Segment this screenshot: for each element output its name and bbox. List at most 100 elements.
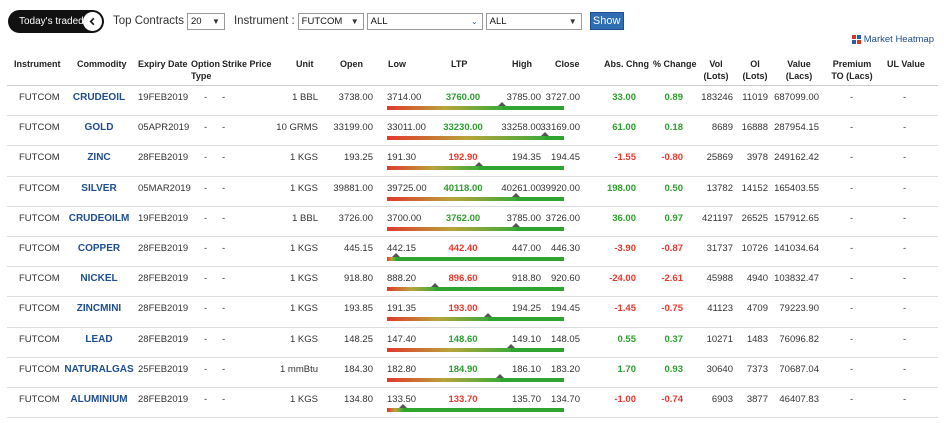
- range-bar-fill: [387, 196, 517, 201]
- commodity-link[interactable]: ALUMINIUM: [70, 393, 128, 405]
- pct-change-cell: -0.87: [661, 242, 683, 254]
- ul-value-cell: -: [903, 393, 907, 405]
- commodity-link[interactable]: NATURALGAS: [64, 363, 134, 375]
- commodity-link[interactable]: COPPER: [77, 242, 121, 254]
- commodity-link[interactable]: SILVER: [81, 182, 117, 194]
- open-cell: 918.80: [343, 273, 373, 285]
- instrument-cell: FUTCOM: [19, 152, 60, 164]
- commodity-link[interactable]: GOLD: [84, 122, 114, 134]
- table-row[interactable]: FUTCOM SILVER 05MAR2019 - - 1 KGS 39881.…: [7, 177, 938, 207]
- volume-cell: 13782: [706, 182, 733, 194]
- expiry-cell: 28FEB2019: [138, 242, 189, 254]
- table-row[interactable]: FUTCOM ZINCMINI 28FEB2019 - - 1 KGS 193.…: [7, 297, 938, 328]
- range-bar-fill: [387, 347, 511, 352]
- open-cell: 193.85: [343, 303, 373, 315]
- close-cell: 39920.00: [540, 182, 580, 194]
- instrument-cell: FUTCOM: [19, 242, 60, 254]
- pct-change-cell: -2.61: [661, 273, 683, 285]
- option-type-cell: -: [204, 212, 208, 224]
- low-cell: 147.40: [387, 333, 417, 345]
- oi-cell: 26525: [741, 212, 768, 224]
- ltp-marker-icon: [475, 162, 484, 167]
- open-cell: 33199.00: [333, 122, 373, 134]
- expiry-cell: 28FEB2019: [138, 393, 189, 405]
- range-bar-rest: [516, 226, 564, 231]
- low-cell: 39725.00: [387, 182, 427, 194]
- range-bar-rest: [395, 256, 564, 261]
- option-type-cell: -: [204, 393, 208, 405]
- ul-value-cell: -: [903, 92, 907, 103]
- premium-cell: -: [850, 122, 854, 134]
- close-cell: 183.20: [550, 363, 580, 375]
- premium-cell: -: [850, 333, 854, 345]
- abs-change-cell: 1.70: [617, 363, 637, 375]
- range-bar: [387, 102, 564, 110]
- col-ltp: LTP: [451, 59, 468, 69]
- ltp-marker-icon: [512, 192, 521, 197]
- strike-cell: -: [222, 333, 226, 345]
- show-button[interactable]: Show: [589, 12, 624, 30]
- ltp-cell: 442.40: [448, 242, 478, 254]
- ltp-marker-icon: [483, 313, 492, 318]
- high-cell: 40261.00: [501, 182, 541, 194]
- unit-cell: 1 KGS: [290, 242, 318, 254]
- value-cell: 76096.82: [779, 333, 819, 345]
- oi-cell: 1483: [746, 333, 768, 345]
- pct-change-cell: 0.50: [664, 182, 684, 194]
- table-row[interactable]: FUTCOM CRUDEOIL 19FEB2019 - - 1 BBL 3738…: [7, 86, 938, 117]
- table-row[interactable]: FUTCOM LEAD 28FEB2019 - - 1 KGS 148.25 1…: [7, 328, 938, 358]
- commodity-link[interactable]: CRUDEOILM: [68, 212, 130, 224]
- commodity-link[interactable]: ZINCMINI: [76, 303, 122, 315]
- pct-change-cell: 0.18: [664, 122, 684, 134]
- table-row[interactable]: FUTCOM GOLD 05APR2019 - - 10 GRMS 33199.…: [7, 116, 938, 147]
- strike-cell: -: [222, 212, 226, 224]
- ltp-marker-icon: [506, 343, 515, 348]
- table-row[interactable]: FUTCOM ALUMINIUM 28FEB2019 - - 1 KGS 134…: [7, 388, 938, 419]
- range-bar-fill: [387, 106, 503, 110]
- table-row[interactable]: FUTCOM CRUDEOILM 19FEB2019 - - 1 BBL 372…: [7, 207, 938, 237]
- col-strike: Strike Price: [222, 59, 272, 69]
- table-row[interactable]: FUTCOM COPPER 28FEB2019 - - 1 KGS 445.15…: [7, 237, 938, 268]
- expiry-select[interactable]: ALL ▼: [485, 12, 582, 30]
- close-cell: 3727.00: [545, 92, 580, 103]
- market-heatmap-link[interactable]: Market Heatmap: [851, 34, 934, 45]
- pct-change-cell: 0.93: [664, 363, 684, 375]
- commodity-link[interactable]: ZINC: [87, 152, 111, 164]
- pct-change-cell: -0.75: [661, 303, 683, 315]
- unit-cell: 1 KGS: [290, 393, 318, 405]
- col-instrument: Instrument: [14, 59, 61, 69]
- table-row[interactable]: FUTCOM NATURALGAS 25FEB2019 - - 1 mmBtu …: [7, 358, 938, 388]
- high-cell: 33258.00: [501, 122, 541, 134]
- ul-value-cell: -: [903, 122, 907, 134]
- ltp-marker-icon: [512, 222, 521, 227]
- heatmap-icon: [851, 35, 861, 44]
- col-vol: Vol (Lots): [703, 59, 729, 81]
- chevron-left-icon[interactable]: [83, 11, 102, 31]
- range-bar-rest: [479, 166, 564, 171]
- range-bar-rest: [500, 377, 564, 382]
- option-type-cell: -: [204, 182, 208, 194]
- expiry-cell: 28FEB2019: [138, 333, 189, 345]
- option-type-cell: -: [204, 363, 208, 375]
- todays-traded-toggle[interactable]: Today's traded: [8, 9, 104, 33]
- value-cell: 70687.04: [779, 363, 819, 375]
- top-contracts-select[interactable]: 20 ▼: [186, 12, 225, 30]
- commodity-link[interactable]: CRUDEOIL: [72, 92, 126, 103]
- low-cell: 442.15: [387, 242, 417, 254]
- pct-change-cell: 0.97: [664, 212, 684, 224]
- close-cell: 446.30: [550, 242, 580, 254]
- strike-cell: -: [222, 363, 226, 375]
- unit-cell: 1 BBL: [292, 212, 318, 224]
- oi-cell: 14152: [741, 182, 768, 194]
- unit-cell: 1 KGS: [290, 273, 318, 285]
- instrument-select[interactable]: FUTCOM ▼: [297, 12, 364, 30]
- ltp-cell: 192.90: [448, 152, 478, 164]
- close-cell: 148.05: [550, 333, 580, 345]
- range-bar-fill: [387, 226, 517, 231]
- strike-cell: -: [222, 242, 226, 254]
- table-row[interactable]: FUTCOM NICKEL 28FEB2019 - - 1 KGS 918.80…: [7, 267, 938, 298]
- commodity-select[interactable]: ALL ⌄: [366, 12, 483, 30]
- commodity-link[interactable]: LEAD: [85, 333, 113, 345]
- commodity-link[interactable]: NICKEL: [80, 273, 118, 285]
- table-row[interactable]: FUTCOM ZINC 28FEB2019 - - 1 KGS 193.25 1…: [7, 146, 938, 177]
